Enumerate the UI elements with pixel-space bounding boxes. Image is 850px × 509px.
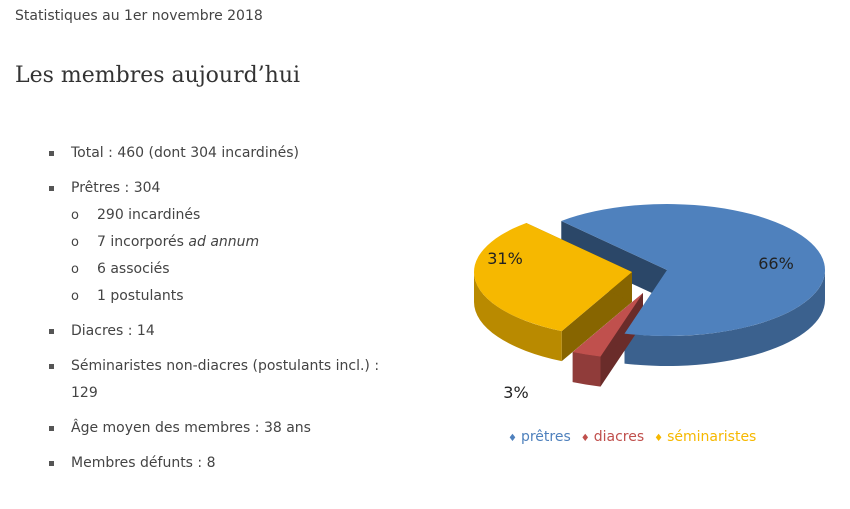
- square-bullet-icon: [49, 364, 54, 369]
- square-bullet-icon: [49, 426, 54, 431]
- list-item: Prêtres : 304 o 290 incardinés o 7 incor…: [47, 175, 407, 310]
- square-bullet-icon: [49, 329, 54, 334]
- diamond-icon: ♦: [654, 433, 664, 444]
- diamond-icon: ♦: [580, 433, 590, 444]
- circle-bullet-icon: o: [71, 235, 79, 250]
- page-subtitle: Statistiques au 1er novembre 2018: [15, 8, 263, 24]
- circle-bullet-icon: o: [71, 289, 79, 304]
- pie-label-diacres: 3%: [503, 383, 528, 402]
- list-item: Total : 460 (dont 304 incardinés): [47, 140, 407, 167]
- stat-total: Total : 460 (dont 304 incardinés): [71, 145, 299, 161]
- pie-slice-séminaristes: [474, 222, 632, 332]
- stat-incorpores: 7 incorporés: [97, 234, 189, 250]
- legend-item-séminaristes: ♦ séminaristes: [654, 429, 756, 445]
- list-item: Séminaristes non-diacres (postulants inc…: [47, 353, 407, 407]
- pie-label-séminaristes: 31%: [487, 249, 523, 268]
- pie-slice-prêtres: [561, 204, 825, 336]
- square-bullet-icon: [49, 461, 54, 466]
- list-item: Membres défunts : 8: [47, 450, 407, 477]
- sublist-item: o 290 incardinés: [71, 202, 407, 229]
- chart-legend: ♦ prêtres ♦ diacres ♦ séminaristes: [508, 429, 766, 445]
- sublist-item: o 6 associés: [71, 256, 407, 283]
- pie-slice-side-séminaristes: [561, 272, 632, 362]
- list-item: Diacres : 14: [47, 318, 407, 345]
- square-bullet-icon: [49, 186, 54, 191]
- stat-seminaristes: Séminaristes non-diacres (postulants inc…: [71, 358, 380, 401]
- pie-slice-side-prêtres: [561, 220, 667, 300]
- list-item: Âge moyen des membres : 38 ans: [47, 415, 407, 442]
- stat-incardines: 290 incardinés: [97, 207, 201, 223]
- legend-item-diacres: ♦ diacres: [581, 429, 644, 445]
- sublist-item: o 1 postulants: [71, 283, 407, 310]
- stat-diacres: Diacres : 14: [71, 323, 155, 339]
- legend-label: prêtres: [520, 429, 571, 445]
- sublist-item: o 7 incorporés ad annum: [71, 229, 407, 256]
- stat-incorpores-italic: ad annum: [188, 234, 260, 250]
- legend-label: séminaristes: [667, 429, 757, 445]
- stat-age: Âge moyen des membres : 38 ans: [71, 420, 311, 436]
- pretres-sublist: o 290 incardinés o 7 incorporés ad annum…: [71, 202, 407, 310]
- pie-label-prêtres: 66%: [758, 254, 794, 273]
- pie-slice-wall-séminaristes: [474, 272, 562, 362]
- circle-bullet-icon: o: [71, 208, 79, 223]
- circle-bullet-icon: o: [71, 262, 79, 277]
- legend-label: diacres: [593, 429, 645, 445]
- square-bullet-icon: [49, 151, 54, 156]
- pie-slice-wall-prêtres: [624, 270, 825, 366]
- stat-associes: 6 associés: [97, 261, 170, 277]
- pie-chart: 66% 3% 31%: [474, 204, 825, 402]
- stat-pretres: Prêtres : 304: [71, 180, 161, 196]
- stat-postulants: 1 postulants: [97, 288, 184, 304]
- pie-slice-diacres: [572, 293, 643, 357]
- pie-tops: [474, 204, 825, 357]
- stat-defunts: Membres défunts : 8: [71, 455, 216, 471]
- stats-list: Total : 460 (dont 304 incardinés) Prêtre…: [47, 140, 407, 485]
- pie-slice-wall-diacres: [572, 352, 601, 387]
- legend-item-prêtres: ♦ prêtres: [508, 429, 571, 445]
- page-title: Les membres aujourd’hui: [15, 63, 301, 88]
- diamond-icon: ♦: [508, 433, 517, 444]
